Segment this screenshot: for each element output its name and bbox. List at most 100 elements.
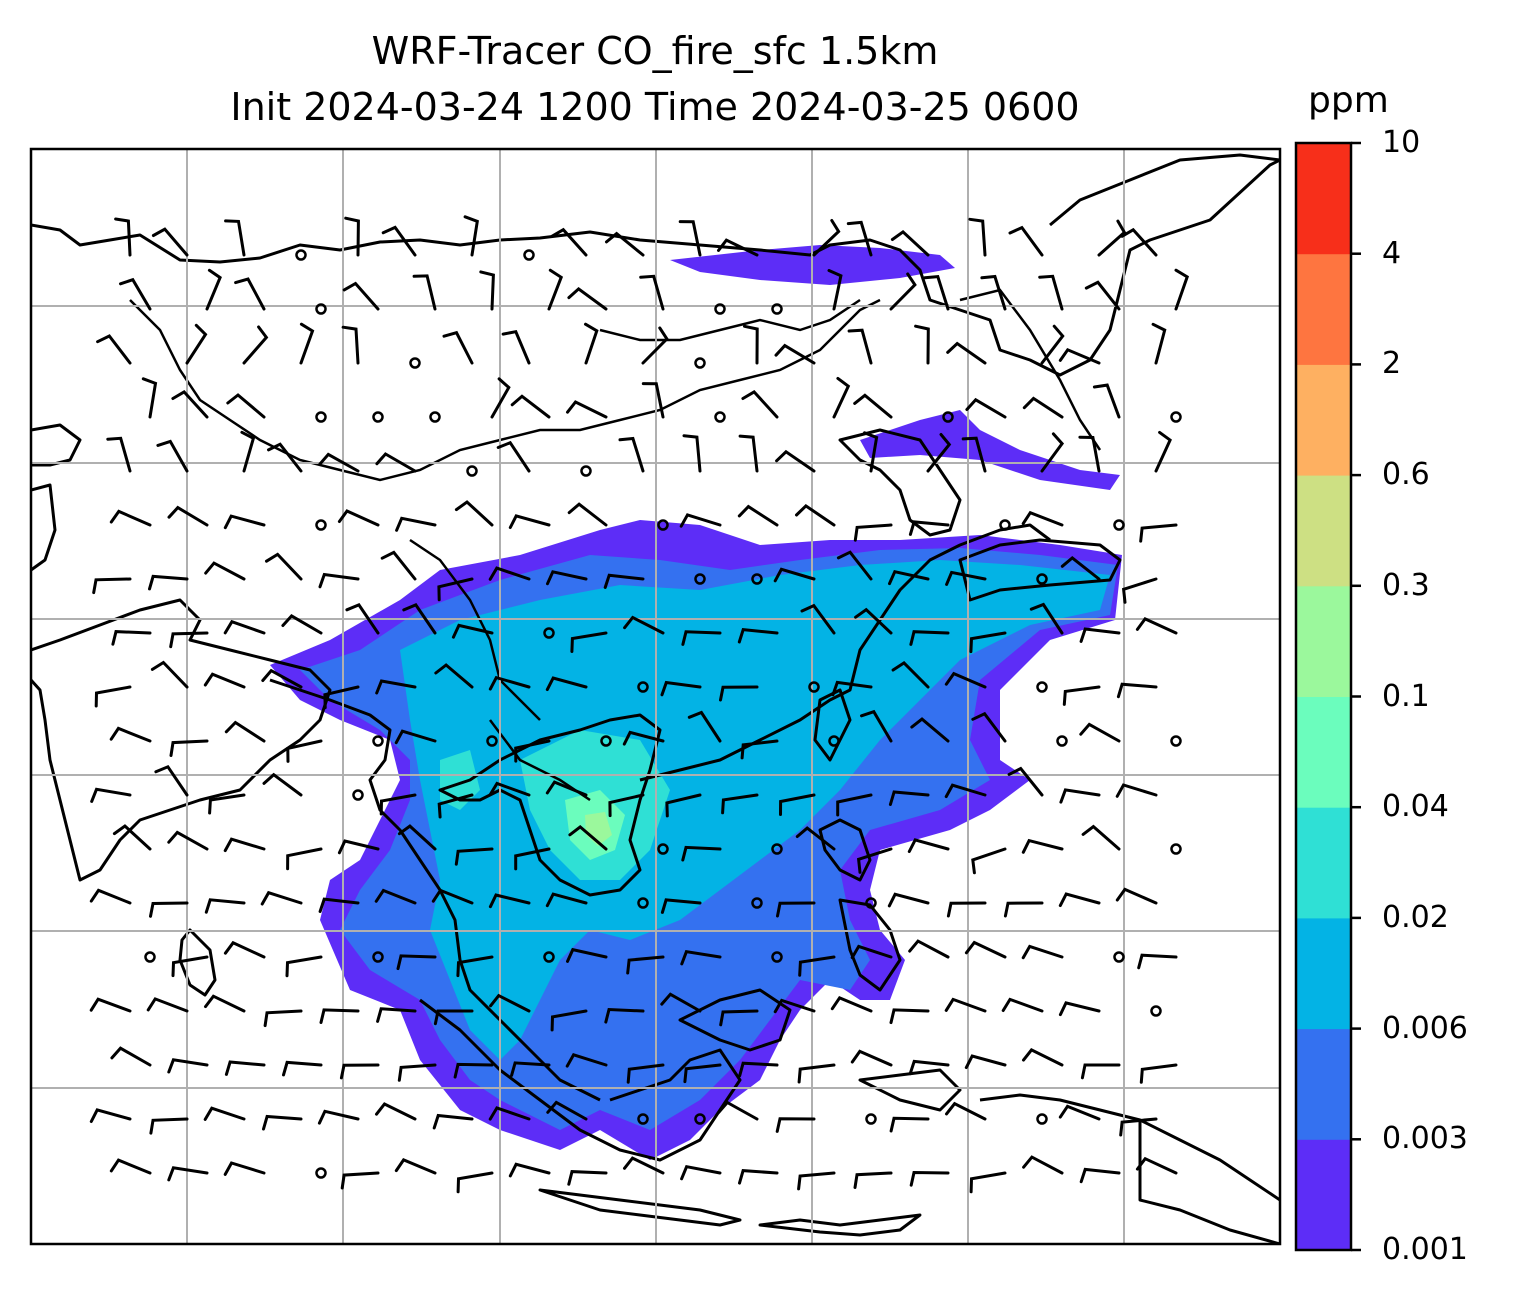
wind-barb xyxy=(797,1171,836,1191)
wind-barb xyxy=(1174,268,1190,311)
wind-barb xyxy=(451,623,494,639)
wind-barb xyxy=(741,389,779,419)
wind-barb xyxy=(488,781,531,797)
colorbar-segment xyxy=(1296,917,1351,1030)
wind-barb xyxy=(109,509,152,527)
wind-barb xyxy=(380,550,417,581)
wind-barb xyxy=(454,847,494,866)
calm-circle xyxy=(999,519,1011,531)
calm-circle xyxy=(865,897,877,909)
wind-barb xyxy=(453,1062,494,1079)
wind-barb xyxy=(1021,510,1064,527)
calm-circle xyxy=(1056,735,1068,747)
wind-barb xyxy=(680,1164,722,1181)
wind-barb xyxy=(489,993,531,1013)
wind-barbs xyxy=(89,215,1190,1194)
wind-barb xyxy=(265,552,303,581)
wind-barb xyxy=(374,888,417,905)
colorbar-tick-label: 0.006 xyxy=(1382,1010,1468,1046)
wind-barb xyxy=(1097,219,1127,257)
wind-barb xyxy=(584,322,599,365)
wind-barb xyxy=(149,1117,189,1135)
wind-barb xyxy=(908,520,950,536)
wind-barb xyxy=(1081,824,1121,851)
wind-barb xyxy=(1059,788,1101,804)
calm-circle xyxy=(942,411,954,423)
wind-barb xyxy=(775,1117,816,1133)
wind-barb xyxy=(508,514,551,529)
wind-barb xyxy=(437,793,474,819)
wind-barb xyxy=(850,1049,893,1067)
wind-barb xyxy=(971,847,1007,875)
wind-barb xyxy=(167,830,209,851)
colorbar-tick-label: 2 xyxy=(1382,346,1402,382)
colorbar-tick-label: 0.3 xyxy=(1382,567,1430,603)
wind-barb xyxy=(623,615,665,635)
wind-barb xyxy=(510,1061,551,1077)
wind-barb xyxy=(185,323,208,365)
wind-barb xyxy=(907,838,950,853)
wind-barb xyxy=(89,888,132,905)
wind-barb xyxy=(431,888,474,905)
wind-barb xyxy=(719,1009,759,1027)
wind-barb xyxy=(456,1171,494,1194)
colorbar-segment xyxy=(1296,253,1351,365)
calm-circle xyxy=(1170,735,1182,747)
wind-barb xyxy=(319,1008,360,1024)
wind-barb xyxy=(909,630,950,646)
calm-circle xyxy=(771,951,783,963)
wind-barb xyxy=(545,892,588,908)
wind-barb xyxy=(740,739,779,760)
wind-barb xyxy=(234,277,266,311)
wind-barb xyxy=(1029,602,1064,635)
wind-barb xyxy=(224,720,266,743)
calm-circle xyxy=(315,411,327,423)
wind-barb xyxy=(267,442,303,473)
calm-circle xyxy=(315,1167,327,1179)
calm-circle xyxy=(409,357,421,369)
wind-barb xyxy=(738,434,759,473)
wind-barb xyxy=(282,1060,323,1077)
wind-barb xyxy=(171,389,209,419)
wind-barb xyxy=(566,947,608,963)
wind-barb xyxy=(853,1171,893,1189)
wind-barb xyxy=(379,793,417,816)
calm-circles xyxy=(144,249,1182,1179)
wind-barb xyxy=(240,430,256,473)
wind-barb xyxy=(514,739,551,763)
wind-barb xyxy=(1079,627,1121,643)
wind-barb xyxy=(285,955,323,978)
wind-barb xyxy=(454,500,494,527)
wind-barb xyxy=(167,505,209,527)
wind-barb xyxy=(603,573,645,589)
wind-barb xyxy=(1115,887,1158,905)
calm-circle xyxy=(466,465,478,477)
wind-barb xyxy=(262,1114,303,1131)
wind-barb xyxy=(914,324,930,365)
wind-barb xyxy=(112,824,152,851)
wind-barb xyxy=(1119,1117,1158,1137)
calm-circle xyxy=(295,249,307,261)
wind-barb xyxy=(961,436,987,473)
wind-barb xyxy=(496,440,531,473)
wind-barb xyxy=(566,400,608,419)
wind-barb xyxy=(830,996,873,1013)
calm-circle xyxy=(808,681,820,693)
calm-circle xyxy=(865,1113,877,1125)
wind-barb xyxy=(1139,523,1178,543)
wind-barb xyxy=(342,281,380,311)
wind-barb xyxy=(681,845,722,862)
wind-barb xyxy=(204,898,246,914)
wind-barb xyxy=(341,325,360,365)
colorbar-segment xyxy=(1296,1028,1351,1140)
wind-barb xyxy=(514,847,551,871)
calm-circle xyxy=(1036,681,1048,693)
calm-circle xyxy=(714,303,726,315)
wind-barb xyxy=(860,709,893,743)
wind-barb xyxy=(604,1007,645,1024)
calm-circle xyxy=(372,735,384,747)
wind-barb xyxy=(397,1063,437,1082)
colorbar-segment xyxy=(1296,696,1351,808)
wind-barb xyxy=(665,793,702,818)
wind-barb xyxy=(337,839,380,855)
